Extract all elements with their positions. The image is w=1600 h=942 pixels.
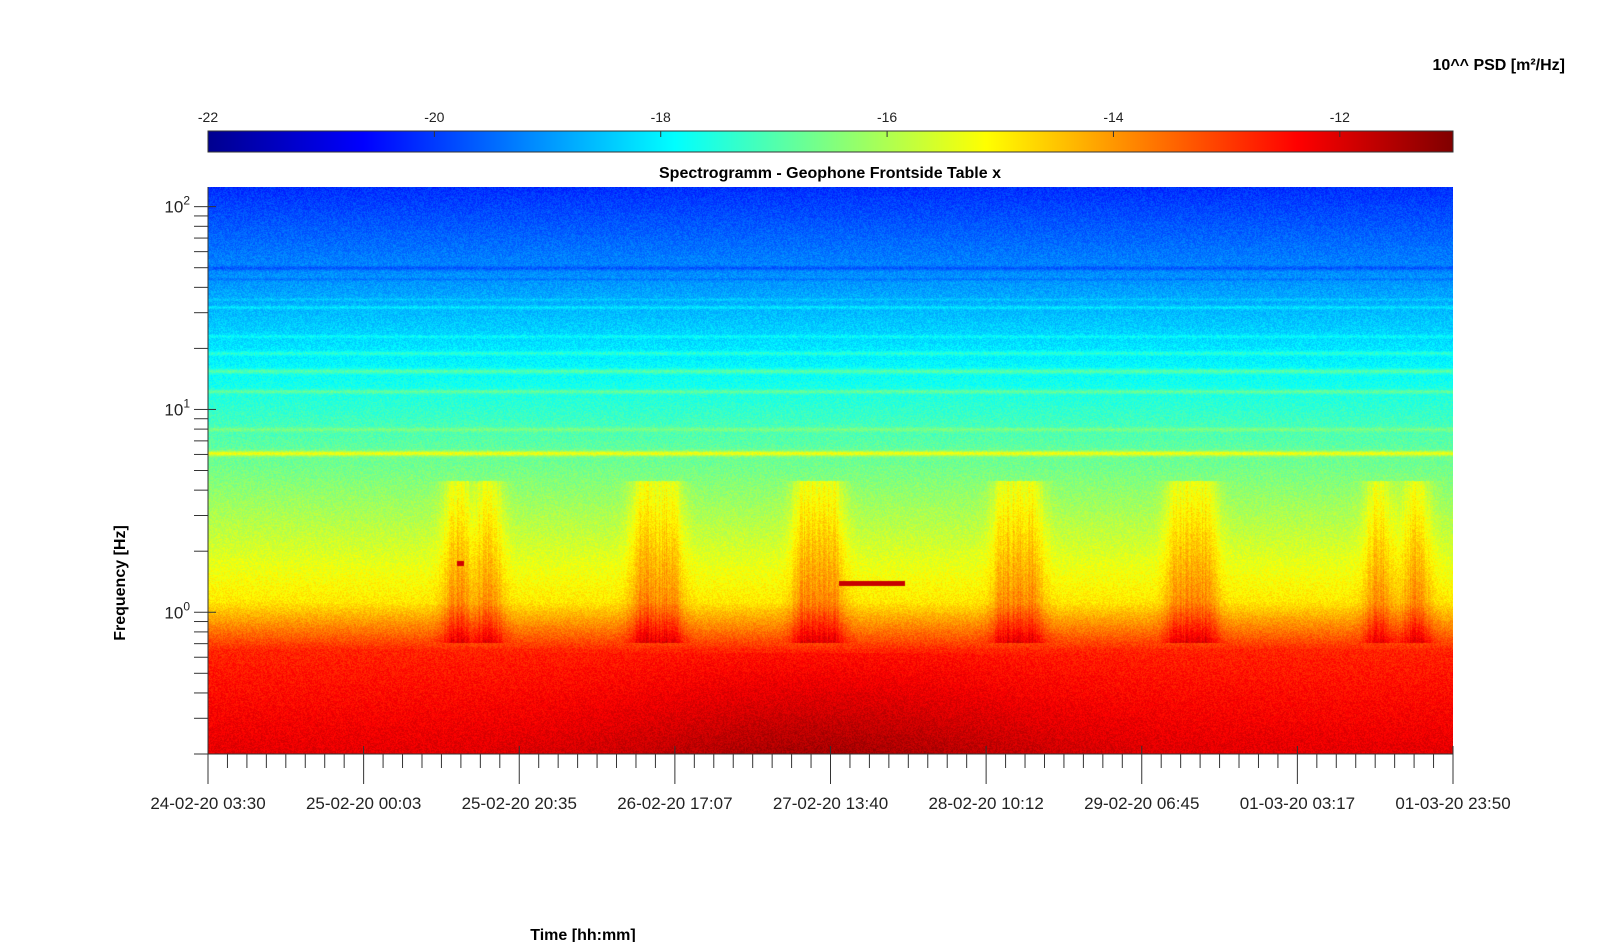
colorbar-tick-label: -20 [424,109,444,125]
x-tick-label: 01-03-20 03:17 [1240,794,1355,813]
y-tick-label: 102 [164,194,190,217]
x-tick-label: 27-02-20 13:40 [773,794,888,813]
x-tick-label: 24-02-20 03:30 [150,794,265,813]
x-tick-label: 25-02-20 20:35 [462,794,577,813]
x-axis-label: Time [hh:mm] [530,927,635,942]
colorbar-tick-label: -22 [198,109,218,125]
y-axis-label: Frequency [Hz] [112,525,129,641]
x-axis: 24-02-20 03:30 25-02-20 00:03 25-02-20 20:… [150,746,1511,813]
spectrogram-canvas-holder [208,187,1453,754]
y-tick-label: 101 [164,396,190,419]
x-tick-label: 28-02-20 10:12 [928,794,1043,813]
colorbar-tick-label: -16 [877,109,897,125]
colorbar [207,130,1454,153]
colorbar-label: 10^^ PSD [m²/Hz] [1433,57,1565,74]
colorbar-ticks: -22 -20 -18 -16 -14 -12 [198,109,1350,137]
colorbar-tick-label: -14 [1103,109,1123,125]
x-tick-label: 26-02-20 17:07 [617,794,732,813]
colorbar-tick-label: -18 [651,109,671,125]
y-tick-label: 100 [164,599,190,622]
x-tick-label: 01-03-20 23:50 [1395,794,1510,813]
x-tick-label: 29-02-20 06:45 [1084,794,1199,813]
x-tick-label: 25-02-20 00:03 [306,794,421,813]
colorbar-tick-label: -12 [1330,109,1350,125]
y-axis: 100 101 102 [164,187,216,755]
chart-title: Spectrogramm - Geophone Frontside Table … [659,165,1001,182]
